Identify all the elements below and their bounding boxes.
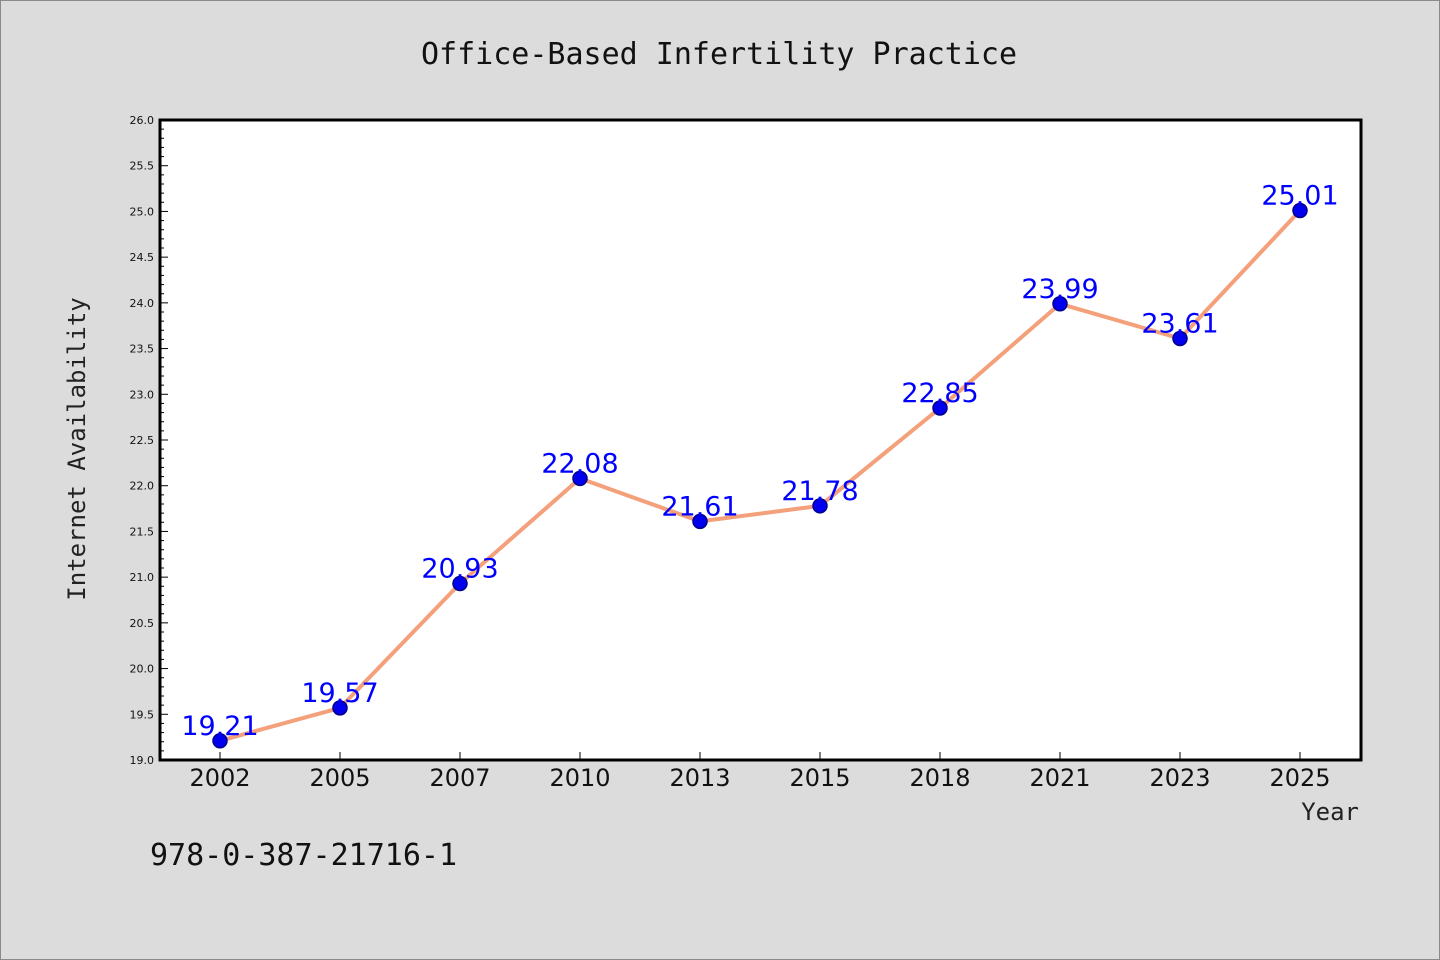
y-tick-label: 20.0 — [130, 663, 155, 676]
data-point — [692, 513, 708, 530]
x-axis: 2002 2005 2007 2010 2013 2015 2018 2021 2023 2025 — [189, 752, 1331, 792]
x-tick-label: 2023 — [1149, 764, 1210, 792]
y-axis: 19.0 19.5 20.0 20.5 21.0 21.5 22.0 22.5 23.0 23.5… — [130, 114, 168, 767]
y-tick-label: 22.0 — [130, 480, 155, 493]
data-point — [1052, 296, 1068, 312]
data-point — [812, 498, 828, 514]
y-tick-label: 23.0 — [130, 388, 155, 401]
x-tick-label: 2015 — [789, 764, 850, 792]
y-tick-label: 24.0 — [130, 297, 155, 310]
y-tick-label: 21.0 — [130, 571, 155, 584]
data-point — [332, 700, 348, 716]
data-markers — [212, 202, 1308, 749]
y-tick-label: 25.5 — [130, 160, 155, 173]
data-point — [572, 470, 588, 487]
x-tick-label: 2025 — [1269, 764, 1330, 792]
data-label: 21.78 — [781, 476, 858, 507]
data-label: 23.61 — [1141, 309, 1218, 340]
y-tick-label: 19.5 — [130, 708, 155, 721]
data-label: 20.93 — [421, 554, 498, 585]
x-tick-label: 2005 — [309, 764, 370, 792]
x-axis-label: Year — [1301, 798, 1359, 826]
data-label: 25.01 — [1261, 181, 1338, 212]
y-tick-label: 25.0 — [130, 205, 155, 218]
plot-area — [158, 118, 1363, 762]
data-label: 22.85 — [901, 378, 978, 409]
data-label: 22.08 — [541, 448, 618, 479]
data-point — [932, 400, 948, 416]
y-tick-label: 22.5 — [130, 434, 155, 447]
data-point — [212, 733, 228, 749]
data-point — [452, 575, 468, 592]
x-tick-label: 2010 — [549, 764, 610, 792]
footer-code: 978-0-387-21716-1 — [150, 838, 457, 873]
data-label: 19.21 — [181, 711, 258, 742]
y-tick-label: 23.5 — [130, 343, 155, 356]
y-tick-label: 24.5 — [130, 251, 155, 264]
x-tick-label: 2007 — [429, 764, 490, 792]
y-tick-label: 20.5 — [130, 617, 155, 630]
data-label: 23.99 — [1021, 274, 1098, 305]
x-tick-label: 2013 — [669, 764, 730, 792]
chart-title: Office-Based Infertility Practice — [421, 37, 1017, 72]
x-tick-label: 2002 — [189, 764, 250, 792]
series-line — [219, 209, 1302, 743]
data-point — [1292, 202, 1308, 219]
y-tick-label: 19.0 — [130, 754, 155, 767]
y-tick-label: 26.0 — [130, 114, 155, 127]
data-label: 19.57 — [301, 678, 378, 709]
data-label: 21.61 — [661, 491, 738, 522]
x-tick-label: 2021 — [1029, 764, 1090, 792]
x-tick-label: 2018 — [909, 764, 970, 792]
y-axis-label: Internet Availability — [63, 297, 91, 600]
y-tick-label: 21.5 — [130, 525, 155, 538]
data-labels: 19.21 19.57 20.93 22.08 21.61 21.78 22.85 23.99… — [181, 181, 1338, 742]
data-point — [1172, 330, 1188, 347]
